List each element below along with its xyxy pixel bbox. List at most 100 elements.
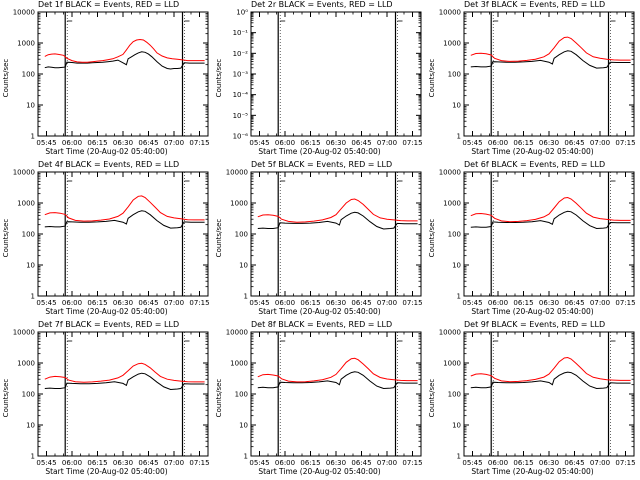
lld-series-line [44, 195, 205, 222]
y-tick-label: 10000 [226, 329, 248, 337]
detector-panel: 1 10 100 1000 10000 05:45 06:00 06:15 06:30 06:45… [213, 160, 426, 320]
x-tick-label: 07:15 [402, 139, 422, 147]
x-tick-label: 06:15 [87, 139, 107, 147]
detector-panel: 1 10 100 1000 10000 05:45 06:00 06:15 06:30 06:45… [426, 160, 639, 320]
y-tick-label: 10000 [439, 329, 461, 337]
y-tick-label: 100 [448, 231, 461, 239]
y-tick-label: 100 [235, 231, 248, 239]
detector-panel: 10⁻⁶ 10⁻⁵ 10⁻⁴ 10⁻³ 10⁻² 10⁻¹ 10⁰ 05:45 06:00 06:… [213, 0, 426, 160]
y-axis-label: Counts/sec [428, 58, 436, 98]
y-tick-label: 10000 [13, 329, 35, 337]
x-tick-label: 06:30 [113, 459, 133, 467]
y-axis-label: Counts/sec [428, 218, 436, 258]
x-tick-label: 07:15 [615, 459, 635, 467]
chart-canvas: 1 10 100 1000 10000 05:45 06:00 06:15 06:30 06:45… [439, 169, 636, 308]
chart-canvas: 1 10 100 1000 10000 05:45 06:00 06:15 06:30 06:45… [226, 329, 423, 468]
chart-canvas: 1 10 100 1000 10000 05:45 06:00 06:15 06:30 06:45… [226, 169, 423, 308]
y-tick-label: 1000 [443, 40, 461, 48]
x-tick-label: 07:00 [590, 139, 610, 147]
y-axis-label: Counts/sec [2, 58, 10, 98]
y-tick-label: 10⁰ [236, 9, 248, 17]
x-tick-label: 05:45 [36, 139, 56, 147]
x-tick-label: 06:45 [564, 299, 584, 307]
y-tick-label: 10000 [13, 9, 35, 17]
y-tick-label: 100 [22, 71, 35, 79]
x-tick-label: 07:00 [164, 299, 184, 307]
y-tick-label: 10000 [439, 9, 461, 17]
x-tick-label: 06:45 [564, 139, 584, 147]
y-axis-label: Counts/sec [215, 218, 223, 258]
y-tick-label: 1000 [17, 40, 35, 48]
x-axis-label: Start Time (20-Aug-02 05:40:00) [258, 307, 381, 316]
panel-title: Det 4f BLACK = Events, RED = LLD [38, 160, 180, 169]
x-axis-label: Start Time (20-Aug-02 05:40:00) [471, 467, 594, 476]
lld-series-line [470, 196, 631, 223]
lld-series-line [44, 38, 205, 63]
x-tick-label: 07:00 [377, 299, 397, 307]
x-tick-label: 06:15 [513, 299, 533, 307]
detector-panel: 1 10 100 1000 10000 05:45 06:00 06:15 06:30 06:45… [0, 320, 213, 480]
y-axis-label: Counts/sec [428, 378, 436, 418]
x-tick-label: 06:15 [300, 299, 320, 307]
x-tick-label: 06:45 [138, 139, 158, 147]
y-tick-label: 100 [448, 391, 461, 399]
x-tick-label: 06:00 [488, 139, 508, 147]
events-series-line [470, 210, 631, 230]
events-series-line [44, 372, 205, 391]
x-tick-label: 07:15 [189, 299, 209, 307]
y-tick-label: 10 [239, 262, 248, 270]
chart-canvas: 1 10 100 1000 10000 05:45 06:00 06:15 06:30 06:45… [13, 169, 210, 308]
x-tick-label: 05:45 [249, 459, 269, 467]
y-axis-label: Counts/sec [215, 378, 223, 418]
events-series-line [44, 210, 205, 229]
chart-canvas: 1 10 100 1000 10000 05:45 06:00 06:15 06:30 06:45… [439, 9, 636, 148]
x-tick-label: 06:00 [62, 139, 82, 147]
x-tick-label: 06:30 [113, 139, 133, 147]
x-tick-label: 07:15 [615, 139, 635, 147]
chart-canvas: 1 10 100 1000 10000 05:45 06:00 06:15 06:30 06:45… [439, 329, 636, 468]
x-tick-label: 06:15 [87, 299, 107, 307]
x-tick-label: 06:45 [138, 459, 158, 467]
y-tick-label: 100 [448, 71, 461, 79]
y-tick-label: 10 [26, 422, 35, 430]
x-tick-label: 05:45 [249, 299, 269, 307]
lld-series-line [44, 362, 205, 383]
x-tick-label: 06:15 [513, 139, 533, 147]
x-tick-label: 06:30 [539, 299, 559, 307]
x-tick-label: 06:15 [87, 459, 107, 467]
y-tick-label: 10⁻¹ [233, 29, 249, 37]
x-axis-label: Start Time (20-Aug-02 05:40:00) [45, 467, 168, 476]
detector-panel: 1 10 100 1000 10000 05:45 06:00 06:15 06:30 06:45… [0, 0, 213, 160]
detector-panel: 1 10 100 1000 10000 05:45 06:00 06:15 06:30 06:45… [426, 0, 639, 160]
x-tick-label: 05:45 [462, 459, 482, 467]
x-tick-label: 06:00 [488, 459, 508, 467]
x-tick-label: 06:45 [351, 139, 371, 147]
x-tick-label: 06:30 [326, 459, 346, 467]
y-axis-label: Counts/sec [2, 218, 10, 258]
x-tick-label: 05:45 [36, 299, 56, 307]
x-tick-label: 05:45 [36, 459, 56, 467]
panel-title: Det 3f BLACK = Events, RED = LLD [464, 0, 606, 9]
x-tick-label: 05:45 [462, 299, 482, 307]
y-tick-label: 10 [452, 102, 461, 110]
y-tick-label: 1 [31, 293, 35, 301]
y-tick-label: 10 [452, 262, 461, 270]
y-tick-label: 10 [26, 262, 35, 270]
x-tick-label: 07:15 [402, 299, 422, 307]
detector-panel: 1 10 100 1000 10000 05:45 06:00 06:15 06:30 06:45… [426, 320, 639, 480]
y-tick-label: 10 [239, 422, 248, 430]
chart-canvas: 10⁻⁶ 10⁻⁵ 10⁻⁴ 10⁻³ 10⁻² 10⁻¹ 10⁰ 05:45 06:00 06:… [233, 9, 423, 148]
events-series-line [44, 51, 205, 70]
x-tick-label: 05:45 [462, 139, 482, 147]
y-tick-label: 1000 [17, 200, 35, 208]
x-tick-label: 06:45 [351, 299, 371, 307]
y-tick-label: 10 [452, 422, 461, 430]
y-tick-label: 1 [457, 133, 461, 141]
y-tick-label: 100 [22, 231, 35, 239]
panel-title: Det 8f BLACK = Events, RED = LLD [251, 320, 393, 329]
x-tick-label: 06:00 [275, 299, 295, 307]
y-tick-label: 10 [26, 102, 35, 110]
y-tick-label: 1000 [230, 200, 248, 208]
detector-panel: 1 10 100 1000 10000 05:45 06:00 06:15 06:30 06:45… [213, 320, 426, 480]
